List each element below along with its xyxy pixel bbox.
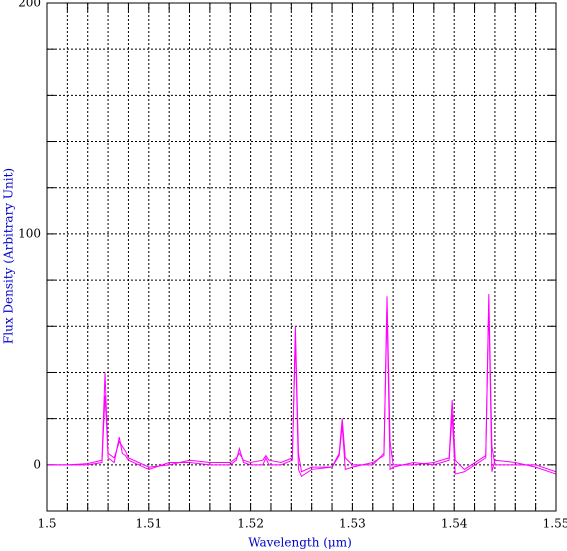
x-tick-label: 1.54 [441, 517, 468, 531]
x-tick-label: 1.51 [135, 517, 162, 531]
y-tick-label: 0 [33, 457, 41, 471]
spectrum-line [47, 303, 557, 478]
plot-frame [46, 2, 557, 512]
y-tick-label: 200 [18, 0, 41, 10]
spectrum-line [47, 293, 557, 473]
x-axis-label: Wavelength (μm) [248, 536, 352, 550]
x-tick-label: 1.5 [37, 517, 56, 531]
y-axis-label: Flux Density (Arbitrary Unit) [2, 168, 16, 344]
y-tick-label: 100 [18, 226, 41, 240]
x-tick-label: 1.52 [237, 517, 264, 531]
x-tick-label: 1.55 [543, 517, 567, 531]
x-tick-label: 1.53 [339, 517, 366, 531]
